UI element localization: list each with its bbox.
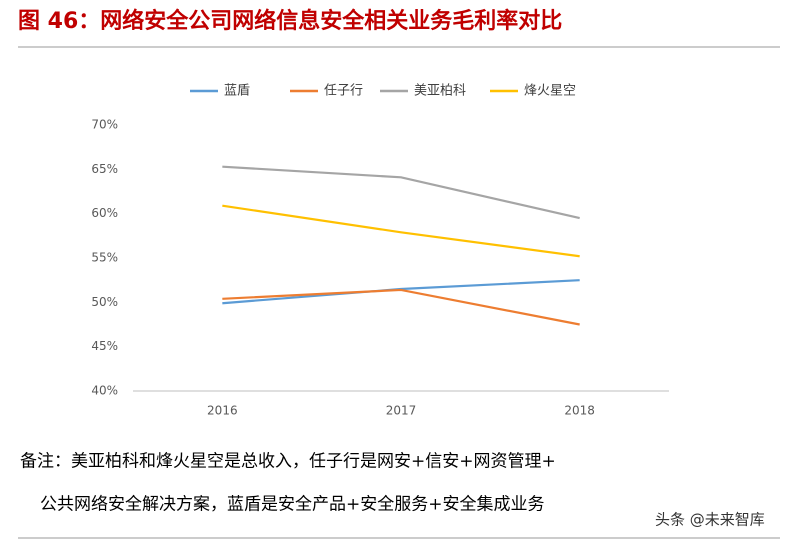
y-tick-label: 50% xyxy=(91,295,118,309)
chart-title: 图 46：网络安全公司网络信息安全相关业务毛利率对比 xyxy=(18,8,562,34)
y-tick-label: 65% xyxy=(91,162,118,176)
series-line xyxy=(222,165,580,220)
y-tick-label: 40% xyxy=(91,384,118,398)
series-line xyxy=(222,204,580,258)
legend-label: 蓝盾 xyxy=(224,84,250,99)
y-tick-label: 70% xyxy=(91,118,118,132)
x-tick-label: 2018 xyxy=(564,404,595,418)
y-tick-label: 60% xyxy=(91,206,118,220)
note-line: 公共网络安全解决方案，蓝盾是安全产品+安全服务+安全集成业务 xyxy=(40,495,545,515)
legend-label: 美亚柏科 xyxy=(414,84,466,99)
y-tick-label: 55% xyxy=(91,251,118,265)
y-tick-label: 45% xyxy=(91,339,118,353)
series-line xyxy=(222,288,580,326)
series-line xyxy=(222,279,580,305)
legend-label: 烽火星空 xyxy=(524,84,576,99)
note-line: 备注：美亚柏科和烽火星空是总收入，任子行是网安+信安+网资管理+ xyxy=(20,452,556,472)
x-tick-label: 2016 xyxy=(207,404,238,418)
x-tick-label: 2017 xyxy=(386,404,417,418)
watermark: 头条 @未来智库 xyxy=(655,511,765,529)
legend-label: 任子行 xyxy=(324,84,363,99)
